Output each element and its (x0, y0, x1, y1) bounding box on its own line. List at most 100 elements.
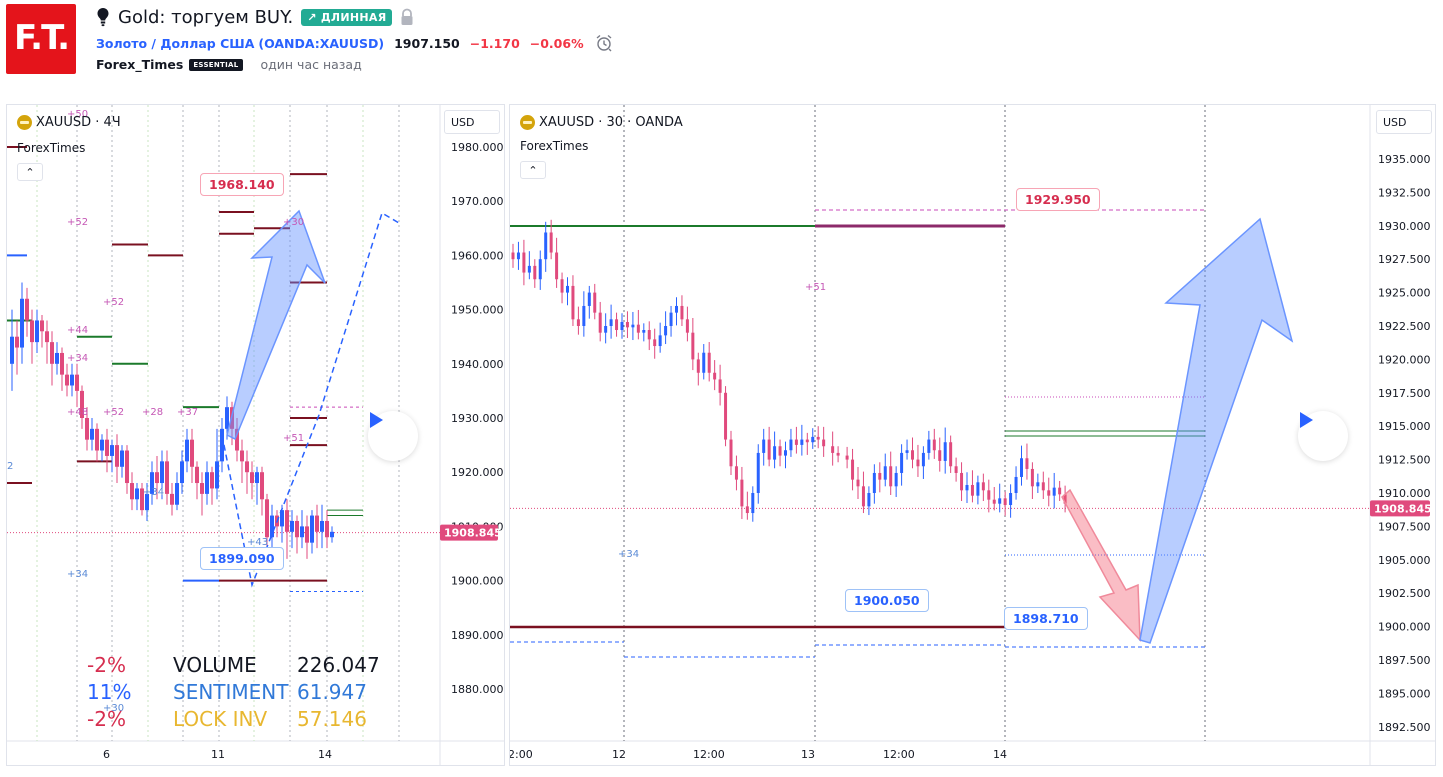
candle-body (696, 359, 700, 373)
candle-body (190, 439, 194, 467)
time-tick-label: 14 (318, 748, 332, 761)
candle-body (734, 466, 738, 480)
left-currency-button[interactable]: USD (444, 110, 500, 134)
plan-badge: ESSENTIAL (189, 58, 243, 71)
right-currency-button[interactable]: USD (1376, 110, 1432, 134)
right-collapse-button[interactable]: ⌃ (520, 161, 546, 179)
candle-body (10, 336, 14, 364)
time-tick-label: 14 (993, 748, 1007, 761)
candle-body (145, 493, 149, 511)
left-chart-panel[interactable]: 1980.000 1970.000 1960.000 1950.000 1940.000… (6, 104, 505, 766)
lock-value: 57.146 (297, 707, 367, 731)
right-play-button[interactable] (1298, 411, 1348, 461)
candle-body (998, 498, 1002, 504)
indicator-legend: -2% VOLUME 226.047 11% SENTIMENT 61.947 -2% L… (87, 652, 380, 733)
candle-body (1003, 498, 1007, 506)
candle-body (740, 479, 744, 507)
symbol-link[interactable]: Золото / Доллар США (96, 35, 255, 51)
symbol-ticker-link[interactable]: (OANDA:XAUUSD) (258, 35, 385, 51)
author-name[interactable]: Forex_Times (96, 57, 184, 72)
candle-body (265, 499, 269, 538)
forecast-arrow-down (1061, 488, 1141, 642)
alarm-clock-icon[interactable] (594, 34, 614, 52)
right-chart-symbol[interactable]: XAUUSD · 30 · OANDA (539, 115, 683, 130)
candle-body (756, 452, 760, 493)
price-tick-label: 1900.000 (1378, 621, 1431, 634)
candle-body (250, 472, 254, 484)
candle-body (604, 326, 608, 333)
candle-body (816, 436, 820, 440)
price-tick-label: 1920.000 (1378, 353, 1431, 366)
price-tick-label: 1930.000 (1378, 220, 1431, 233)
candle-body (566, 285, 569, 293)
forex-times-logo[interactable]: F.T. (6, 4, 76, 74)
candle-body (85, 418, 89, 440)
left-collapse-button[interactable]: ⌃ (17, 163, 43, 181)
marker-label: +34 (67, 569, 88, 580)
left-play-button[interactable] (368, 411, 418, 461)
candle-body (831, 446, 835, 453)
candle-body (571, 285, 575, 320)
marker-label: +34 (143, 487, 164, 498)
price-tick-label: 1902.500 (1378, 587, 1431, 600)
candle-body (516, 252, 520, 260)
candle-body (883, 466, 887, 480)
candle-body (1036, 482, 1040, 487)
long-position-badge: ↗ ДЛИННАЯ (301, 8, 393, 26)
candle-body (851, 459, 855, 480)
sentiment-percent: 11% (87, 680, 132, 704)
candle-body (1014, 476, 1018, 493)
marker-label: +52 (103, 297, 124, 308)
candle-body (911, 450, 914, 460)
candle-body (1058, 487, 1062, 495)
candle-body (822, 439, 826, 447)
candle-body (1009, 493, 1013, 506)
lock-label: LOCK INV (173, 707, 268, 731)
time-tick-label: 11 (211, 748, 225, 761)
candle-body (932, 439, 936, 451)
candle-body (1020, 458, 1023, 477)
candle-body (615, 319, 619, 331)
candle-body (200, 483, 204, 494)
candle-body (636, 324, 640, 333)
volume-percent: -2% (87, 653, 126, 677)
price-tick-label: 1892.500 (1378, 721, 1431, 734)
candle-body (631, 324, 635, 328)
price-tick-label: 1932.500 (1378, 186, 1431, 199)
idea-title: Gold: торгуем BUY. (118, 6, 294, 28)
right-chart-canvas[interactable]: 1935.000 1932.500 1930.000 1927.500 1925.000… (510, 105, 1436, 766)
candle-body (767, 439, 771, 460)
candle-body (544, 232, 548, 260)
candle-body (105, 439, 109, 456)
candle-body (135, 488, 139, 500)
left-chart-symbol[interactable]: XAUUSD · 4Ч (36, 115, 121, 130)
current-price-tag (440, 524, 498, 541)
right-chart-panel[interactable]: 1935.000 1932.500 1930.000 1927.500 1925.000… (509, 104, 1436, 766)
candle-body (794, 439, 798, 445)
candle-body (970, 484, 974, 496)
candle-body (235, 428, 239, 451)
candle-body (285, 510, 289, 532)
candle-body (330, 531, 334, 538)
price-tick-label: 1930.000 (451, 412, 504, 425)
candle-body (115, 445, 119, 467)
candle-body (921, 452, 925, 467)
left-callout-top: 1968.140 (200, 173, 284, 196)
candle-body (90, 428, 94, 440)
marker-label: +50 (67, 109, 88, 120)
forecast-arrow-up (1139, 217, 1294, 644)
time-tick-label: 6 (103, 748, 110, 761)
candle-body (40, 320, 44, 332)
volume-value: 226.047 (297, 653, 380, 677)
candle-body (751, 493, 755, 514)
candle-body (60, 352, 64, 375)
marker-label: +51 (283, 433, 304, 444)
candle-body (65, 374, 69, 386)
candle-body (270, 515, 274, 538)
candle-body (325, 520, 329, 538)
time-tick-label: 12 (612, 748, 626, 761)
candle-body (511, 252, 515, 260)
left-chart-canvas[interactable]: 1980.000 1970.000 1960.000 1950.000 1940.000… (7, 105, 505, 766)
candle-body (653, 339, 657, 347)
projection-path (221, 211, 400, 588)
